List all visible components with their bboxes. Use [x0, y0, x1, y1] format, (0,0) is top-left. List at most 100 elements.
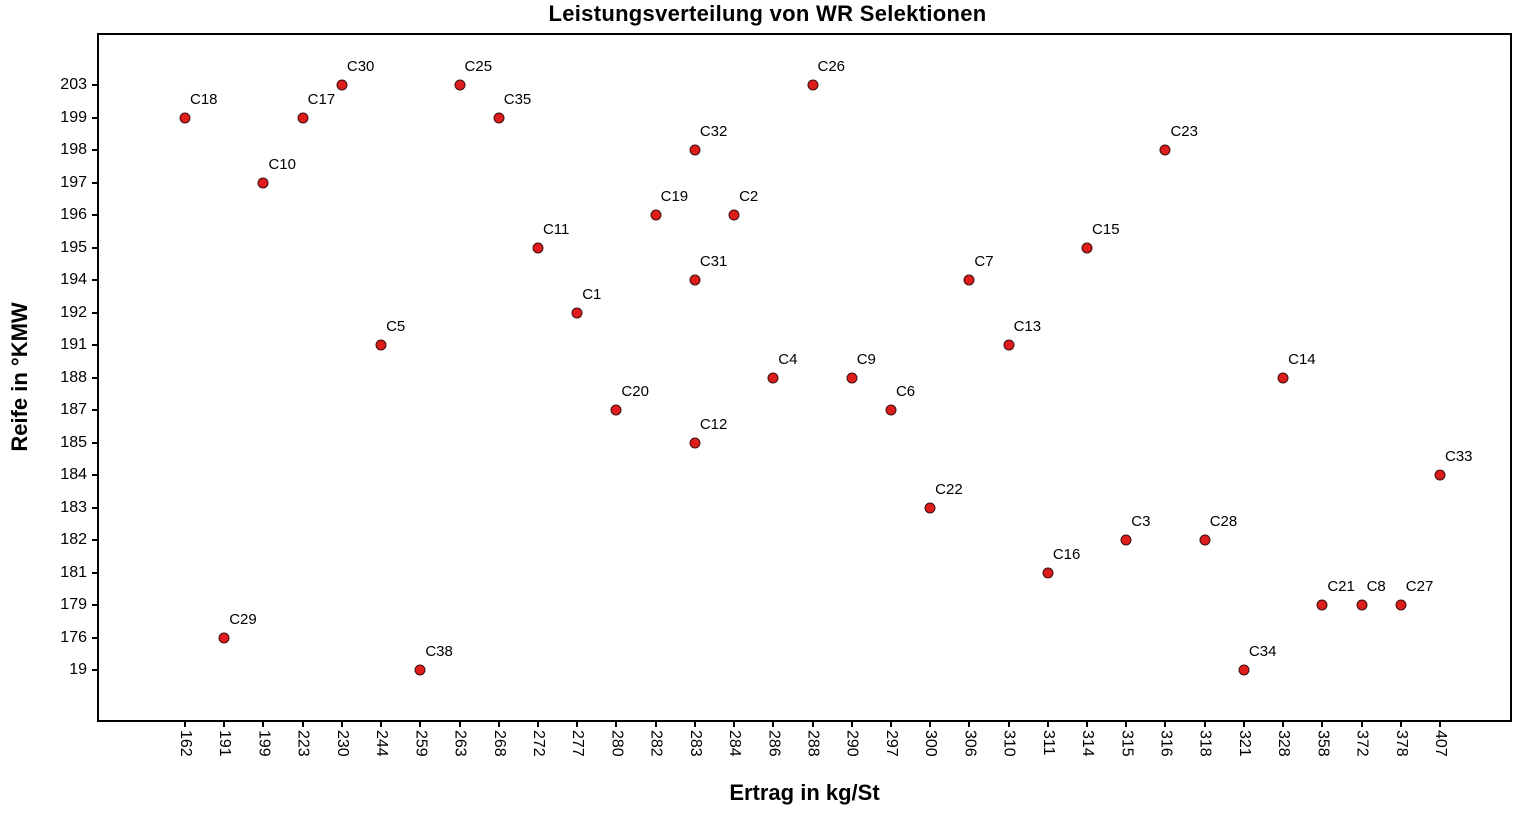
data-point-dot [297, 112, 309, 123]
y-tick-mark [92, 149, 97, 151]
data-point-label: C35 [503, 90, 532, 108]
y-tick-mark [92, 246, 97, 249]
data-point-label: C5 [386, 318, 406, 335]
x-tick-label: 378 [1392, 730, 1410, 757]
data-point-dot [571, 307, 583, 318]
data-point-label: C23 [1170, 123, 1198, 140]
data-point-label: C18 [190, 90, 218, 108]
y-tick-mark [92, 506, 97, 509]
data-point-label: C6 [895, 383, 916, 400]
y-tick-label: 197 [60, 173, 87, 191]
y-tick-mark [92, 84, 97, 86]
data-point-dot [1081, 242, 1093, 253]
y-tick-label: 188 [60, 368, 87, 386]
x-tick-label: 288 [804, 730, 822, 757]
data-point-label: C16 [1052, 545, 1081, 563]
x-axis-title: Ertrag in kg/St [729, 780, 880, 805]
x-tick-label: 259 [412, 730, 430, 757]
y-tick-mark [92, 376, 97, 379]
data-point-dot [1042, 567, 1054, 578]
x-tick-label: 244 [373, 730, 391, 757]
y-tick-label: 182 [60, 531, 87, 548]
data-point-dot [532, 242, 544, 253]
data-point-label: C3 [1131, 513, 1151, 530]
x-tick-label: 283 [686, 730, 704, 757]
data-point-label: C20 [621, 383, 649, 400]
y-tick-mark [92, 604, 97, 606]
data-point-label: C8 [1366, 578, 1386, 595]
data-point-dot [414, 664, 426, 676]
x-tick-mark [693, 722, 696, 727]
x-tick-mark [536, 722, 539, 727]
x-tick-mark [301, 722, 304, 727]
x-tick-mark [1321, 722, 1324, 727]
x-tick-label: 300 [922, 730, 940, 757]
data-point-dot [218, 632, 230, 643]
x-tick-mark [1046, 722, 1049, 727]
y-tick-label: 203 [60, 76, 87, 93]
data-point-dot [1003, 339, 1015, 351]
data-point-dot [963, 274, 975, 286]
x-tick-label: 318 [1196, 730, 1214, 757]
data-point-label: C11 [542, 220, 570, 238]
x-tick-label: 372 [1353, 730, 1371, 757]
x-tick-mark [968, 722, 971, 727]
x-tick-label: 230 [333, 730, 351, 757]
data-point-dot [689, 144, 701, 156]
x-tick-label: 321 [1235, 730, 1253, 757]
y-tick-label: 184 [60, 466, 87, 483]
x-tick-label: 310 [1000, 730, 1018, 757]
data-point-dot [493, 112, 505, 123]
y-tick-label: 196 [60, 206, 87, 223]
y-tick-mark [92, 279, 97, 281]
data-point-label: C28 [1209, 513, 1238, 530]
data-point-label: C32 [699, 123, 728, 140]
x-tick-label: 328 [1275, 730, 1293, 757]
x-tick-mark [1360, 722, 1363, 727]
y-tick-mark [92, 181, 97, 184]
y-tick-mark [92, 409, 97, 411]
x-tick-label: 282 [647, 730, 665, 757]
data-point-dot [257, 177, 269, 188]
data-point-label: C2 [739, 188, 759, 205]
x-tick-mark [497, 722, 500, 727]
y-tick-mark [92, 344, 97, 346]
y-tick-label: 181 [60, 563, 87, 581]
x-tick-mark [733, 722, 736, 727]
data-point-label: C12 [699, 415, 728, 433]
data-point-label: C21 [1327, 578, 1355, 595]
y-tick-label: 183 [60, 498, 87, 516]
data-point-label: C30 [346, 58, 375, 75]
data-point-label: C26 [817, 58, 846, 75]
x-tick-label: 314 [1079, 730, 1097, 757]
x-tick-label: 290 [843, 730, 861, 757]
data-point-label: C4 [778, 350, 798, 368]
y-tick-label: 19 [69, 661, 87, 678]
data-point-label: C15 [1092, 220, 1120, 238]
y-tick-label: 192 [60, 303, 87, 321]
data-point-dot [179, 112, 191, 123]
data-point-dot [1199, 534, 1211, 546]
y-tick-label: 199 [60, 108, 87, 126]
x-tick-label: 358 [1314, 730, 1332, 757]
y-tick-label: 195 [60, 238, 87, 256]
x-tick-mark [1203, 722, 1206, 727]
y-tick-mark [92, 636, 97, 639]
data-point-label: C10 [268, 155, 296, 173]
y-tick-mark [92, 441, 97, 444]
y-tick-label: 185 [60, 433, 87, 451]
data-point-label: C38 [425, 643, 453, 660]
plot-area [97, 33, 1512, 722]
x-tick-mark [576, 722, 579, 727]
data-point-label: C17 [307, 90, 336, 108]
x-tick-mark [419, 722, 422, 727]
data-point-label: C13 [1013, 318, 1042, 335]
x-tick-mark [889, 722, 892, 727]
x-tick-mark [223, 722, 226, 727]
x-tick-label: 315 [1118, 730, 1136, 757]
data-point-dot [807, 79, 818, 91]
x-tick-label: 311 [1039, 730, 1057, 756]
x-tick-label: 191 [216, 730, 234, 757]
